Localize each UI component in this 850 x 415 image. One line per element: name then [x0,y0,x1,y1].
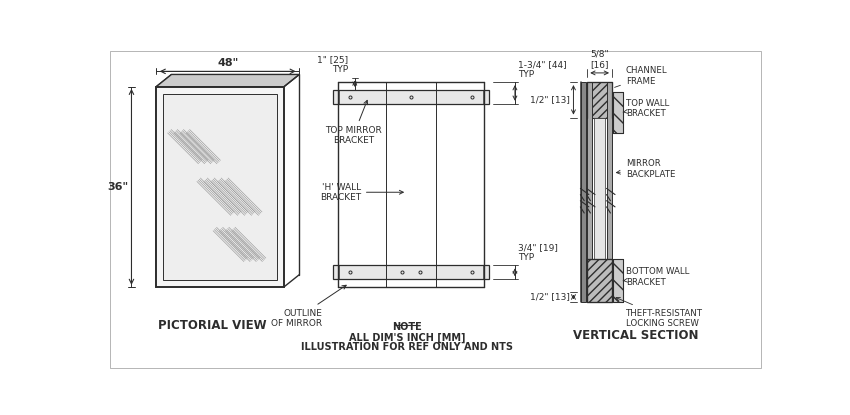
Text: 48": 48" [217,58,238,68]
Bar [587,82,612,117]
Text: TOP WALL
BRACKET: TOP WALL BRACKET [623,99,669,118]
Bar [594,117,605,259]
Text: 1/2" [13]: 1/2" [13] [530,95,570,104]
Bar [333,90,489,104]
Text: ILLUSTRATION FOR REF ONLY AND NTS: ILLUSTRATION FOR REF ONLY AND NTS [301,342,513,352]
Bar [333,266,489,279]
Text: ALL DIM'S INCH [MM]: ALL DIM'S INCH [MM] [348,332,466,343]
Text: MIRROR
BACKPLATE: MIRROR BACKPLATE [616,159,675,179]
Text: 1-3/4" [44]
TYP: 1-3/4" [44] TYP [518,60,567,79]
Text: 5/8"
[16]: 5/8" [16] [590,50,609,69]
Text: BOTTOM WALL
BRACKET: BOTTOM WALL BRACKET [623,267,689,287]
Text: 'H' WALL
BRACKET: 'H' WALL BRACKET [320,183,403,202]
Polygon shape [156,74,299,87]
Polygon shape [156,74,172,287]
Bar [608,82,612,303]
Text: NOTE: NOTE [392,322,422,332]
Bar [614,92,623,133]
Text: VERTICAL SECTION: VERTICAL SECTION [573,330,699,342]
Bar [587,82,592,303]
Bar [587,259,612,303]
Text: 1" [25]
TYP: 1" [25] TYP [318,55,348,74]
Text: 3/4" [19]
TYP: 3/4" [19] TYP [518,243,558,262]
Polygon shape [156,87,284,287]
Bar [581,82,586,303]
Text: PICTORIAL VIEW: PICTORIAL VIEW [158,319,267,332]
Polygon shape [163,94,277,280]
Text: CHANNEL
FRAME: CHANNEL FRAME [615,66,667,88]
Text: 36": 36" [107,182,128,192]
Text: OUTLINE
OF MIRROR: OUTLINE OF MIRROR [271,285,346,328]
Bar [614,259,623,303]
Text: 1/2" [13]: 1/2" [13] [530,293,570,301]
Text: TOP MIRROR
BRACKET: TOP MIRROR BRACKET [325,100,382,145]
Text: THEFT-RESISTANT
LOCKING SCREW: THEFT-RESISTANT LOCKING SCREW [616,298,703,328]
